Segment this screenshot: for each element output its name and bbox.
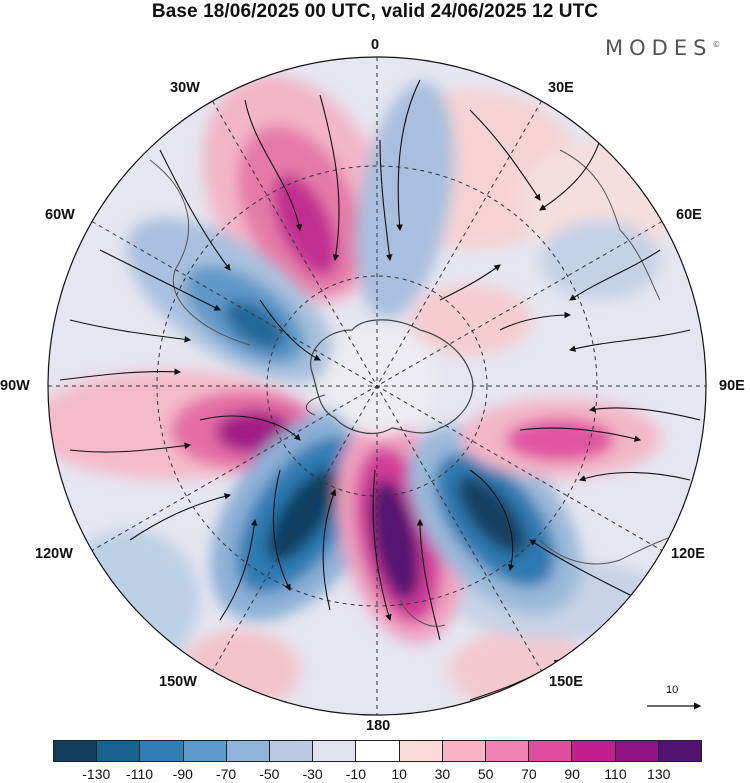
colorbar-tick-label: -110 xyxy=(126,766,154,782)
colorbar-segment xyxy=(183,741,227,761)
colorbar-tick-label: 110 xyxy=(604,766,627,782)
colorbar xyxy=(53,740,702,762)
colorbar-segment xyxy=(486,741,530,761)
lon-label-0: 0 xyxy=(371,37,380,53)
colorbar-tick-label: -50 xyxy=(259,766,280,782)
colorbar-tick-label: 50 xyxy=(477,766,494,782)
anomaly-field xyxy=(48,57,706,715)
colorbar-tick-label: -30 xyxy=(302,766,323,782)
colorbar-segment xyxy=(529,741,573,761)
colorbar-tick-label: -70 xyxy=(215,766,237,782)
colorbar-segment xyxy=(270,741,314,761)
reference-vector-label: 10 xyxy=(666,684,679,696)
colorbar-tick-label: 10 xyxy=(391,766,407,782)
map-boundary xyxy=(47,56,707,716)
colorbar-segment xyxy=(97,741,141,761)
lon-label-30w: 30W xyxy=(170,80,200,96)
colorbar-segment xyxy=(615,741,659,761)
colorbar-segment xyxy=(442,741,487,761)
logo-mark: © xyxy=(712,40,721,49)
lon-label-150e: 150E xyxy=(549,674,583,690)
colorbar-segment xyxy=(356,741,400,761)
modes-logo: MODES© xyxy=(605,36,720,60)
lon-label-30e: 30E xyxy=(548,80,574,96)
colorbar-segment xyxy=(313,741,357,761)
colorbar-tick-label: -90 xyxy=(172,766,193,782)
colorbar-tick-label: 70 xyxy=(521,766,537,782)
lon-label-60w: 60W xyxy=(45,207,75,223)
colorbar-tick-label: -10 xyxy=(345,766,366,782)
colorbar-segment xyxy=(399,741,443,761)
lon-label-180: 180 xyxy=(366,718,391,734)
lon-label-150w: 150W xyxy=(159,674,197,690)
lon-label-120e: 120E xyxy=(671,546,705,562)
colorbar-segment xyxy=(658,741,702,761)
colorbar-tick-label: 30 xyxy=(434,766,451,782)
colorbar-segment xyxy=(572,741,616,761)
colorbar-tick-label: -130 xyxy=(82,766,111,782)
lon-label-60e: 60E xyxy=(676,207,702,223)
colorbar-segment xyxy=(140,741,184,761)
colorbar-segment xyxy=(54,741,98,761)
colorbar-segment xyxy=(226,741,271,761)
lon-label-90e: 90E xyxy=(719,378,745,394)
lon-label-120w: 120W xyxy=(35,546,73,562)
colorbar-tick-label: 90 xyxy=(564,766,580,782)
map-title: Base 18/06/2025 00 UTC, valid 24/06/2025… xyxy=(151,1,599,22)
logo-text: MODES xyxy=(605,36,713,60)
colorbar-tick-label: 130 xyxy=(647,766,671,782)
lon-label-90w: 90W xyxy=(0,378,30,394)
